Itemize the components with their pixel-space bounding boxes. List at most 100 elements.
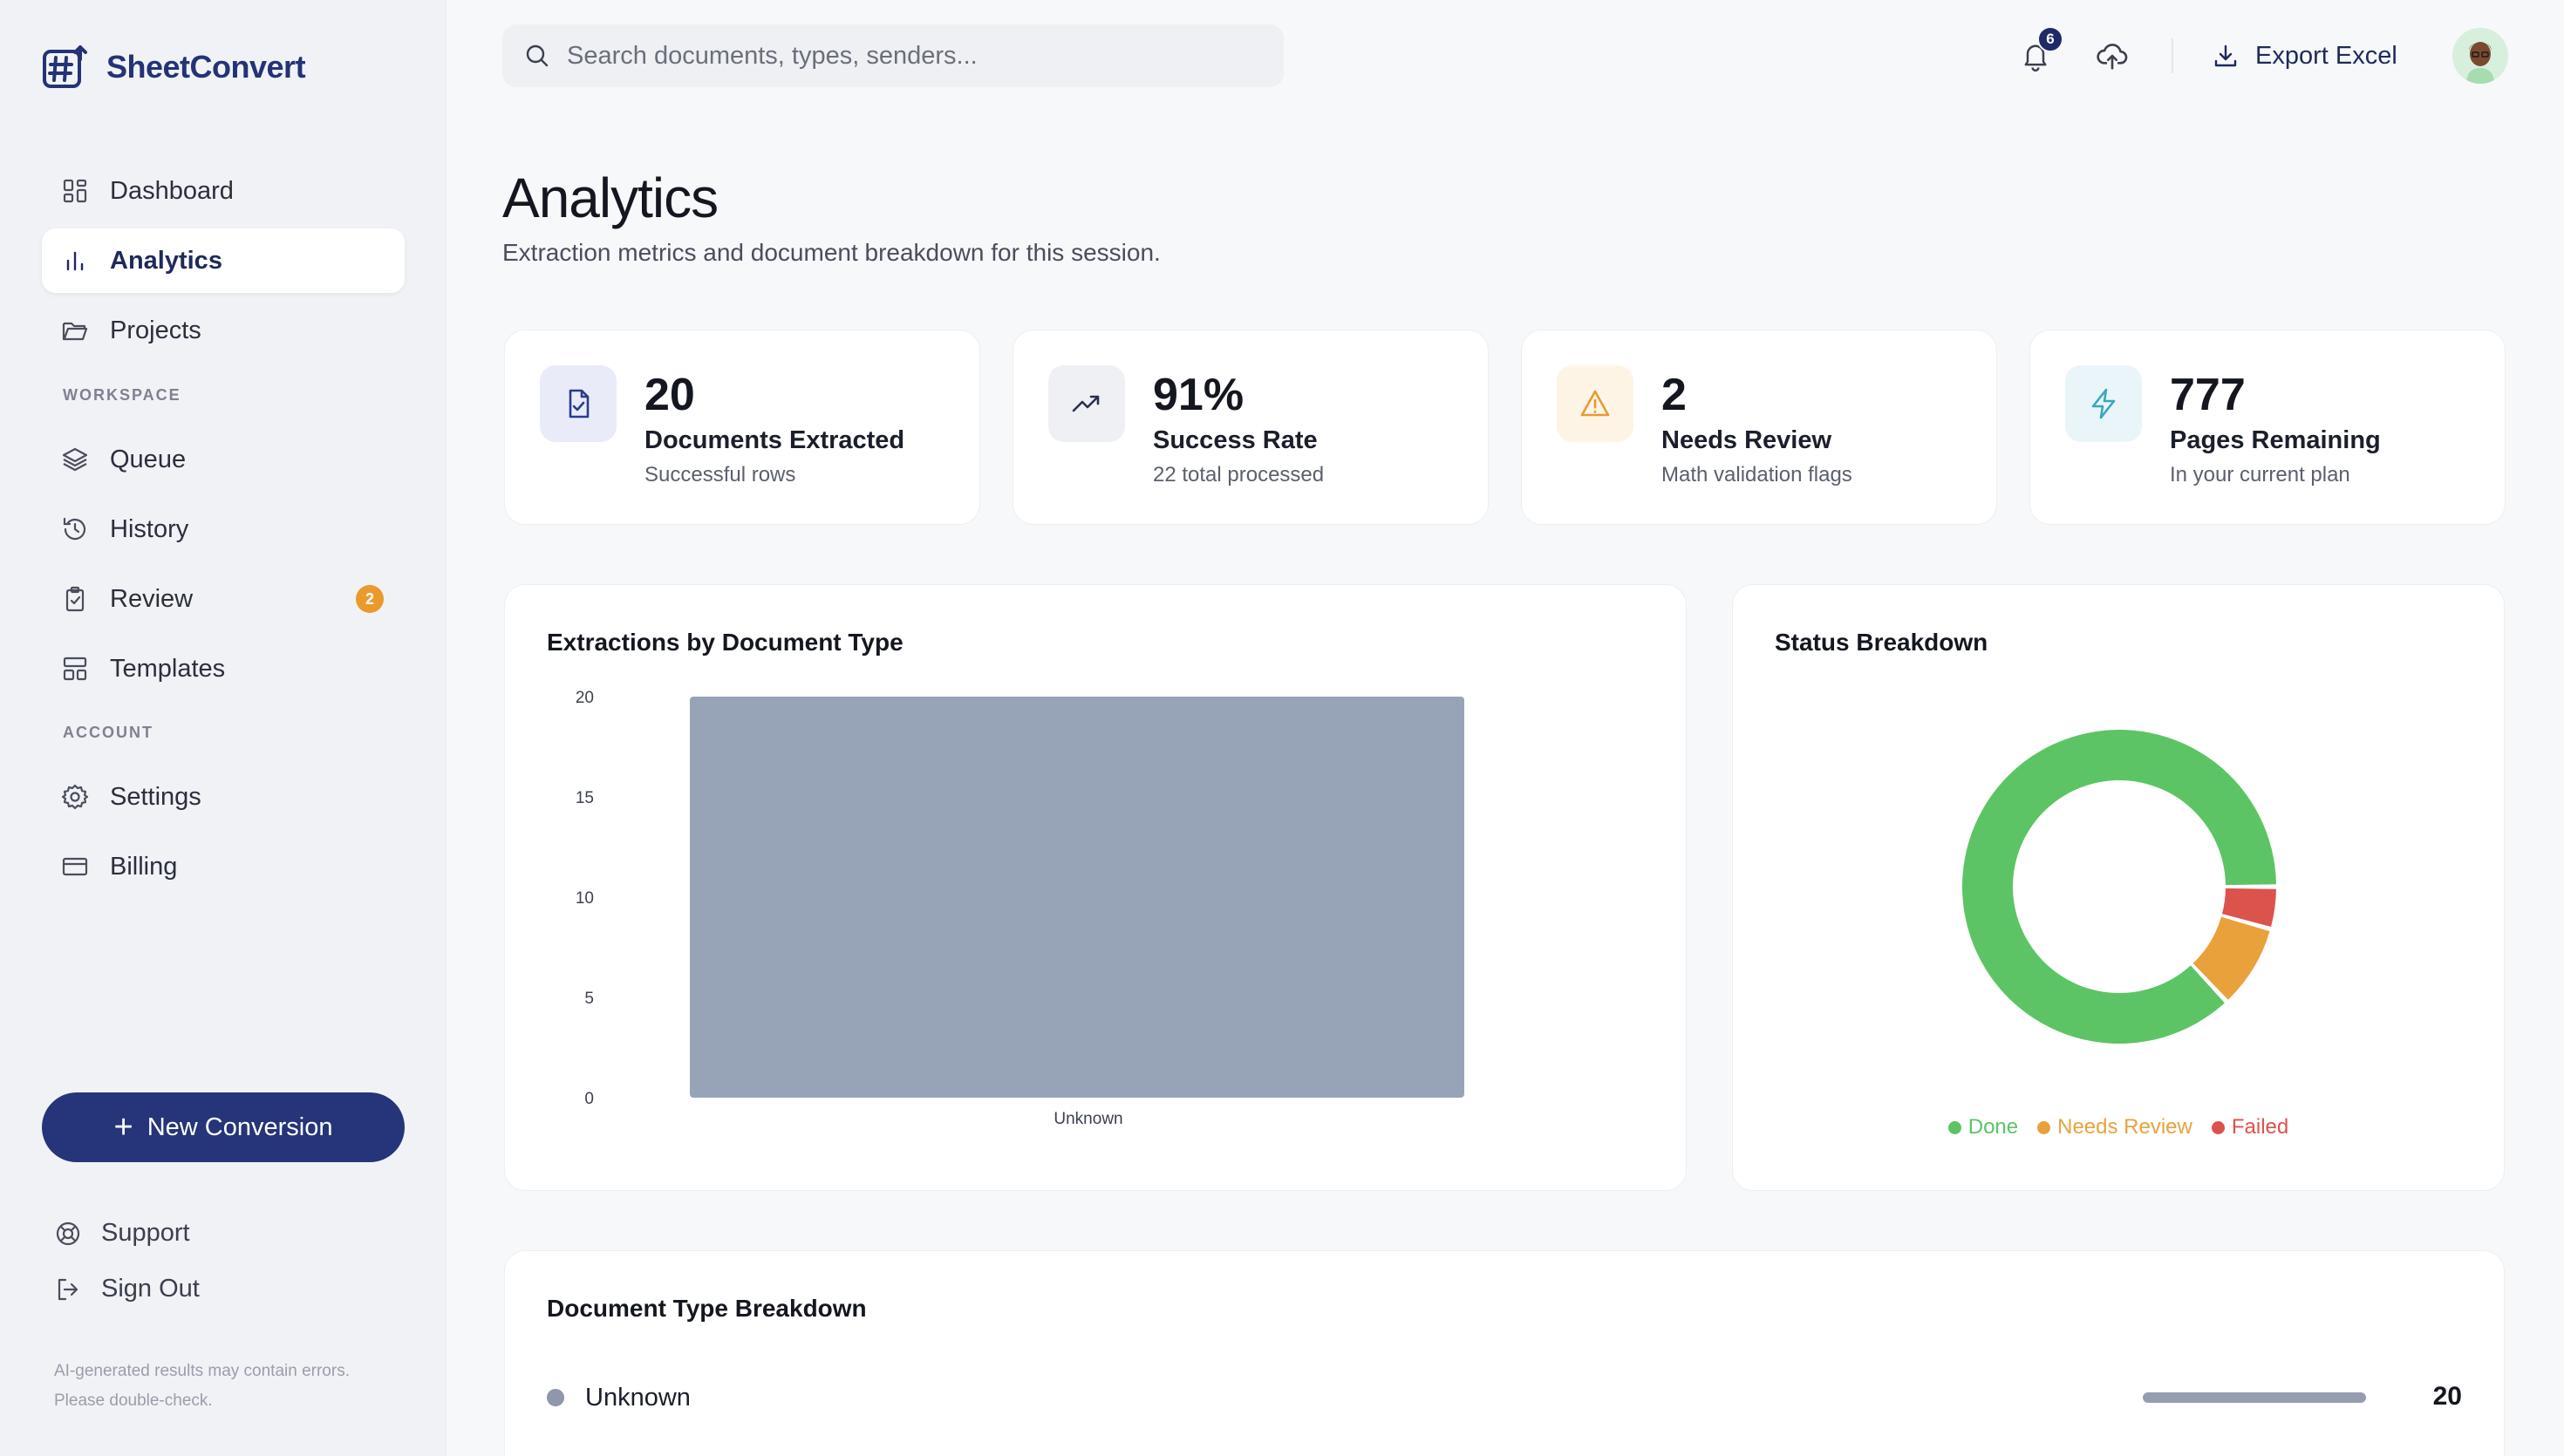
legend-label: Done bbox=[1967, 1115, 2019, 1139]
legend-dot bbox=[1947, 1120, 1961, 1134]
brand-name: SheetConvert bbox=[106, 49, 306, 85]
brand[interactable]: SheetConvert bbox=[42, 44, 306, 91]
history-icon bbox=[63, 517, 86, 541]
download-icon bbox=[2214, 44, 2237, 67]
lifebuoy-icon bbox=[56, 1221, 80, 1245]
folder-icon bbox=[62, 322, 88, 341]
sign-out-label: Sign Out bbox=[101, 1275, 200, 1303]
stat-hint: 22 total processed bbox=[1153, 463, 1325, 486]
y-tick-label: 15 bbox=[576, 789, 594, 807]
warning-icon bbox=[1557, 365, 1633, 442]
disclaimer-line: Please double-check. bbox=[54, 1391, 213, 1410]
chart-legend: Done Needs Review Failed bbox=[1733, 1115, 2504, 1140]
breakdown-row-label: Unknown bbox=[585, 1383, 691, 1412]
bar[interactable] bbox=[690, 697, 1464, 1098]
breakdown-title: Document Type Breakdown bbox=[547, 1295, 867, 1322]
section-label-account: ACCOUNT bbox=[63, 724, 153, 741]
bell-icon bbox=[2024, 44, 2047, 71]
stat-hint: In your current plan bbox=[2170, 463, 2350, 486]
sidebar-item-label: Dashboard bbox=[110, 176, 234, 205]
sidebar-item-dashboard[interactable]: Dashboard bbox=[42, 159, 405, 223]
layers-icon bbox=[62, 447, 88, 472]
stat-card-pages-remaining: 777 Pages Remaining In your current plan bbox=[2029, 330, 2506, 525]
stat-value: 2 bbox=[1661, 370, 1687, 420]
trending-up-icon bbox=[1048, 365, 1125, 442]
y-tick-label: 20 bbox=[576, 689, 594, 707]
section-label-workspace: WORKSPACE bbox=[63, 386, 181, 404]
export-excel-button[interactable]: Export Excel bbox=[2212, 35, 2397, 77]
search-bar[interactable] bbox=[502, 24, 1284, 87]
new-conversion-label: New Conversion bbox=[147, 1112, 333, 1141]
page-title: Analytics bbox=[502, 167, 719, 229]
review-count-badge: 2 bbox=[356, 585, 384, 613]
breakdown-row: Unknown bbox=[547, 1380, 1593, 1415]
upload-button[interactable] bbox=[2091, 35, 2133, 77]
sidebar-item-templates[interactable]: Templates bbox=[42, 636, 405, 701]
chart-title: Extractions by Document Type bbox=[547, 629, 904, 656]
sidebar: SheetConvert Dashboard Analytics Project… bbox=[0, 0, 447, 1456]
chart-title: Status Breakdown bbox=[1775, 629, 1988, 656]
sidebar-item-review[interactable]: Review 2 bbox=[42, 567, 405, 631]
plus-icon: + bbox=[113, 1109, 133, 1146]
breakdown-row-value: 20 bbox=[2432, 1382, 2462, 1411]
y-tick-label: 0 bbox=[584, 1090, 594, 1108]
sidebar-item-label: History bbox=[110, 514, 189, 543]
sidebar-item-label: Templates bbox=[110, 654, 226, 683]
donut-slice-failed[interactable] bbox=[2221, 888, 2276, 927]
stat-card-success-rate: 91% Success Rate 22 total processed bbox=[1013, 330, 1489, 525]
stat-value: 20 bbox=[644, 370, 695, 420]
template-icon bbox=[63, 657, 87, 681]
sign-out-icon bbox=[58, 1278, 78, 1300]
notifications-button[interactable]: 6 bbox=[2015, 26, 2063, 77]
y-tick-label: 5 bbox=[584, 990, 594, 1008]
sidebar-item-label: Queue bbox=[110, 445, 187, 473]
stat-hint: Math validation flags bbox=[1661, 463, 1852, 486]
page-subtitle: Extraction metrics and document breakdow… bbox=[502, 239, 1161, 266]
file-check-icon bbox=[540, 365, 617, 442]
credit-card-icon bbox=[62, 857, 88, 876]
sidebar-item-settings[interactable]: Settings bbox=[42, 765, 405, 829]
stat-label: Success Rate bbox=[1153, 426, 1318, 454]
legend-label: Needs Review bbox=[2057, 1115, 2192, 1139]
support-link[interactable]: Support bbox=[54, 1219, 190, 1248]
bar-chart-icon bbox=[66, 251, 84, 271]
gear-icon bbox=[61, 784, 89, 810]
logo-icon bbox=[43, 45, 87, 88]
user-avatar-icon bbox=[2452, 28, 2508, 84]
sidebar-item-queue[interactable]: Queue bbox=[42, 427, 405, 492]
sidebar-item-label: Analytics bbox=[110, 246, 222, 275]
sidebar-item-billing[interactable]: Billing bbox=[42, 834, 405, 899]
x-tick-label: Unknown bbox=[1054, 1110, 1122, 1128]
sign-out-link[interactable]: Sign Out bbox=[54, 1275, 200, 1303]
sidebar-item-projects[interactable]: Projects bbox=[42, 298, 405, 363]
type-color-dot bbox=[547, 1389, 564, 1406]
ai-disclaimer: AI-generated results may contain errors.… bbox=[54, 1357, 420, 1416]
toolbar-divider bbox=[2172, 38, 2173, 73]
donut-slice-done[interactable] bbox=[1962, 730, 2276, 1044]
document-type-breakdown-card: Document Type Breakdown Unknown 20 bbox=[504, 1250, 2505, 1456]
cloud-upload-icon bbox=[2097, 44, 2128, 70]
legend-item[interactable]: Failed bbox=[2211, 1115, 2288, 1140]
chart-card-status-breakdown: Status Breakdown Done Needs Review Failed bbox=[1732, 584, 2505, 1191]
breakdown-progress-fill bbox=[2143, 1392, 2366, 1403]
notification-count-badge: 6 bbox=[2037, 26, 2063, 52]
avatar[interactable] bbox=[2452, 28, 2508, 84]
sidebar-item-analytics[interactable]: Analytics bbox=[42, 228, 405, 293]
search-icon bbox=[526, 44, 549, 67]
stat-card-needs-review: 2 Needs Review Math validation flags bbox=[1521, 330, 1997, 525]
search-input[interactable] bbox=[567, 41, 1265, 71]
stat-label: Needs Review bbox=[1661, 426, 1832, 454]
legend-dot bbox=[2037, 1120, 2051, 1134]
legend-item[interactable]: Needs Review bbox=[2037, 1115, 2192, 1140]
sidebar-item-label: Settings bbox=[110, 782, 201, 811]
donut-slice-needs-review[interactable] bbox=[2192, 916, 2270, 1000]
legend-dot bbox=[2211, 1120, 2225, 1134]
lightning-icon bbox=[2065, 365, 2142, 442]
legend-item[interactable]: Done bbox=[1947, 1115, 2019, 1140]
stat-label: Pages Remaining bbox=[2170, 426, 2381, 454]
support-label: Support bbox=[101, 1219, 190, 1247]
new-conversion-button[interactable]: + New Conversion bbox=[42, 1092, 405, 1162]
stat-value: 777 bbox=[2170, 370, 2246, 420]
disclaimer-line: AI-generated results may contain errors. bbox=[54, 1362, 350, 1380]
sidebar-item-history[interactable]: History bbox=[42, 497, 405, 561]
